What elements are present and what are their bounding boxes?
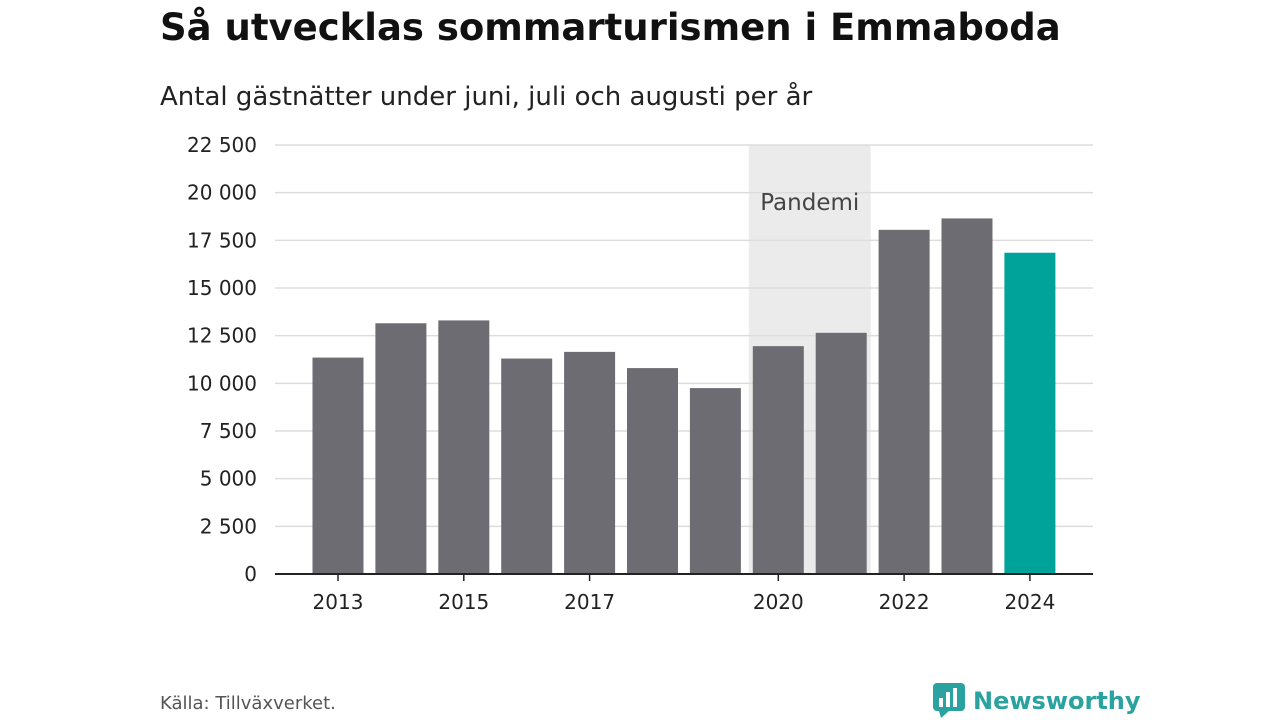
- chart-subtitle: Antal gästnätter under juni, juli och au…: [160, 82, 813, 112]
- bar: [375, 323, 427, 574]
- bar: [312, 357, 364, 574]
- y-tick-label: 20 000: [187, 181, 257, 205]
- bar-highlight: [1004, 252, 1056, 574]
- bar: [501, 358, 553, 574]
- bar-chart: 0 2 500 5 000 7 500 10 000 12 500 15 000 17 500…: [187, 133, 1093, 614]
- y-tick-label: 2 500: [200, 514, 257, 538]
- x-tick-label: 2013: [313, 590, 364, 614]
- bar: [438, 320, 490, 574]
- bar: [752, 346, 804, 574]
- y-tick-label: 12 500: [187, 324, 257, 348]
- y-tick-label: 5 000: [200, 467, 257, 491]
- y-tick-label: 22 500: [187, 133, 257, 157]
- x-tick-label: 2015: [438, 590, 489, 614]
- y-tick-label: 15 000: [187, 276, 257, 300]
- bar: [689, 388, 741, 574]
- bar: [941, 218, 993, 574]
- newsworthy-logo-icon: [933, 683, 965, 718]
- y-tick-label: 10 000: [187, 371, 257, 395]
- x-tick-label: 2020: [753, 590, 804, 614]
- pandemic-label: Pandemi: [760, 190, 859, 216]
- brand-name: Newsworthy: [973, 687, 1141, 715]
- y-tick-label: 0: [244, 562, 257, 586]
- bar: [627, 368, 678, 574]
- chart-title: Så utvecklas sommarturismen i Emmaboda: [160, 6, 1061, 49]
- x-tick-label: 2022: [879, 590, 930, 614]
- bar: [564, 351, 616, 574]
- x-tick-label: 2017: [564, 590, 615, 614]
- source-note: Källa: Tillväxverket.: [160, 693, 336, 714]
- y-tick-label: 17 500: [187, 228, 257, 252]
- x-tick-label: 2024: [1004, 590, 1055, 614]
- bar: [815, 332, 867, 574]
- brand-logo: Newsworthy: [933, 683, 1141, 719]
- y-tick-label: 7 500: [200, 419, 257, 443]
- bar: [878, 229, 930, 574]
